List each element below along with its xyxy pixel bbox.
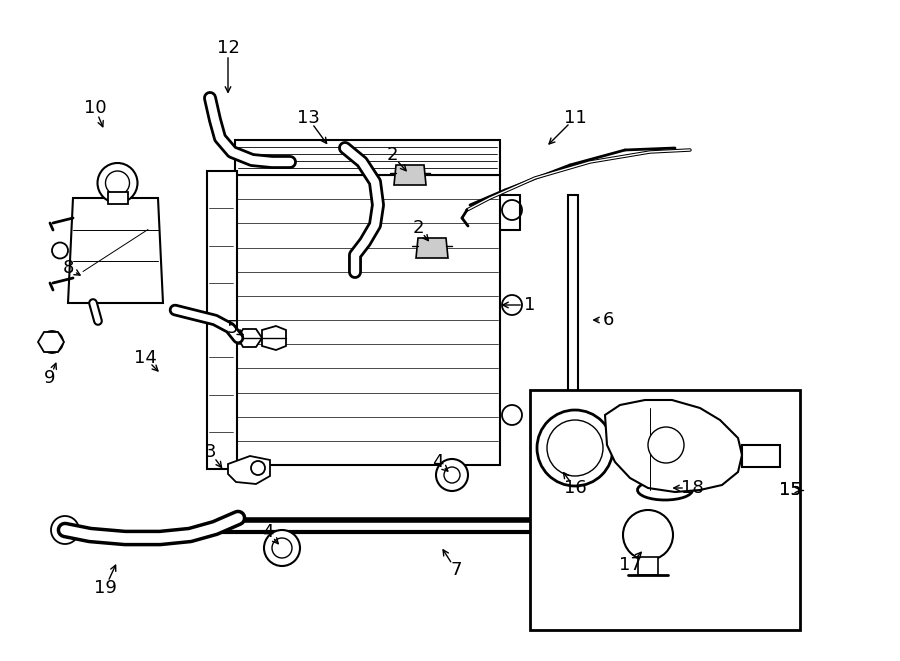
Text: 6: 6 (602, 311, 614, 329)
Bar (742, 445, 780, 467)
Polygon shape (394, 165, 426, 185)
Text: 19: 19 (94, 579, 116, 597)
Polygon shape (238, 329, 262, 347)
Ellipse shape (637, 480, 692, 500)
Circle shape (272, 538, 292, 558)
Bar (107, 192, 128, 204)
Text: 14: 14 (133, 349, 157, 367)
Bar (530, 390, 800, 630)
Circle shape (51, 516, 79, 544)
Polygon shape (605, 400, 742, 492)
Text: 2: 2 (386, 146, 398, 164)
Text: 8: 8 (62, 259, 74, 277)
Text: 5: 5 (226, 319, 238, 337)
Text: 16: 16 (563, 479, 587, 497)
Bar (638, 557, 658, 575)
Text: 17: 17 (618, 556, 642, 574)
Circle shape (502, 200, 522, 220)
Circle shape (537, 410, 613, 486)
Text: 18: 18 (680, 479, 704, 497)
Circle shape (46, 336, 58, 348)
Text: 1: 1 (525, 296, 535, 314)
Text: 9: 9 (44, 369, 56, 387)
Circle shape (623, 510, 673, 560)
Text: 13: 13 (297, 109, 320, 127)
Text: 11: 11 (563, 109, 587, 127)
Bar (235, 175, 500, 465)
Text: 12: 12 (217, 39, 239, 57)
Bar (207, 171, 237, 469)
Text: 15: 15 (778, 481, 801, 499)
Circle shape (502, 405, 522, 425)
Circle shape (97, 163, 138, 203)
Text: 3: 3 (204, 443, 216, 461)
Circle shape (264, 530, 300, 566)
Bar (568, 195, 578, 395)
Polygon shape (228, 456, 270, 484)
Text: 7: 7 (450, 561, 462, 579)
Text: 4: 4 (432, 453, 444, 471)
Text: 10: 10 (84, 99, 106, 117)
Text: 2: 2 (412, 219, 424, 237)
Circle shape (52, 243, 68, 258)
Circle shape (502, 295, 522, 315)
Circle shape (436, 459, 468, 491)
Circle shape (105, 171, 130, 195)
Circle shape (444, 467, 460, 483)
Polygon shape (38, 332, 64, 352)
Circle shape (41, 331, 63, 353)
Circle shape (648, 427, 684, 463)
Text: 15: 15 (778, 481, 801, 499)
Text: 4: 4 (262, 523, 274, 541)
Circle shape (547, 420, 603, 476)
Bar (235, 140, 500, 175)
Polygon shape (262, 326, 286, 350)
Circle shape (251, 461, 265, 475)
Polygon shape (416, 238, 448, 258)
Polygon shape (68, 198, 163, 303)
